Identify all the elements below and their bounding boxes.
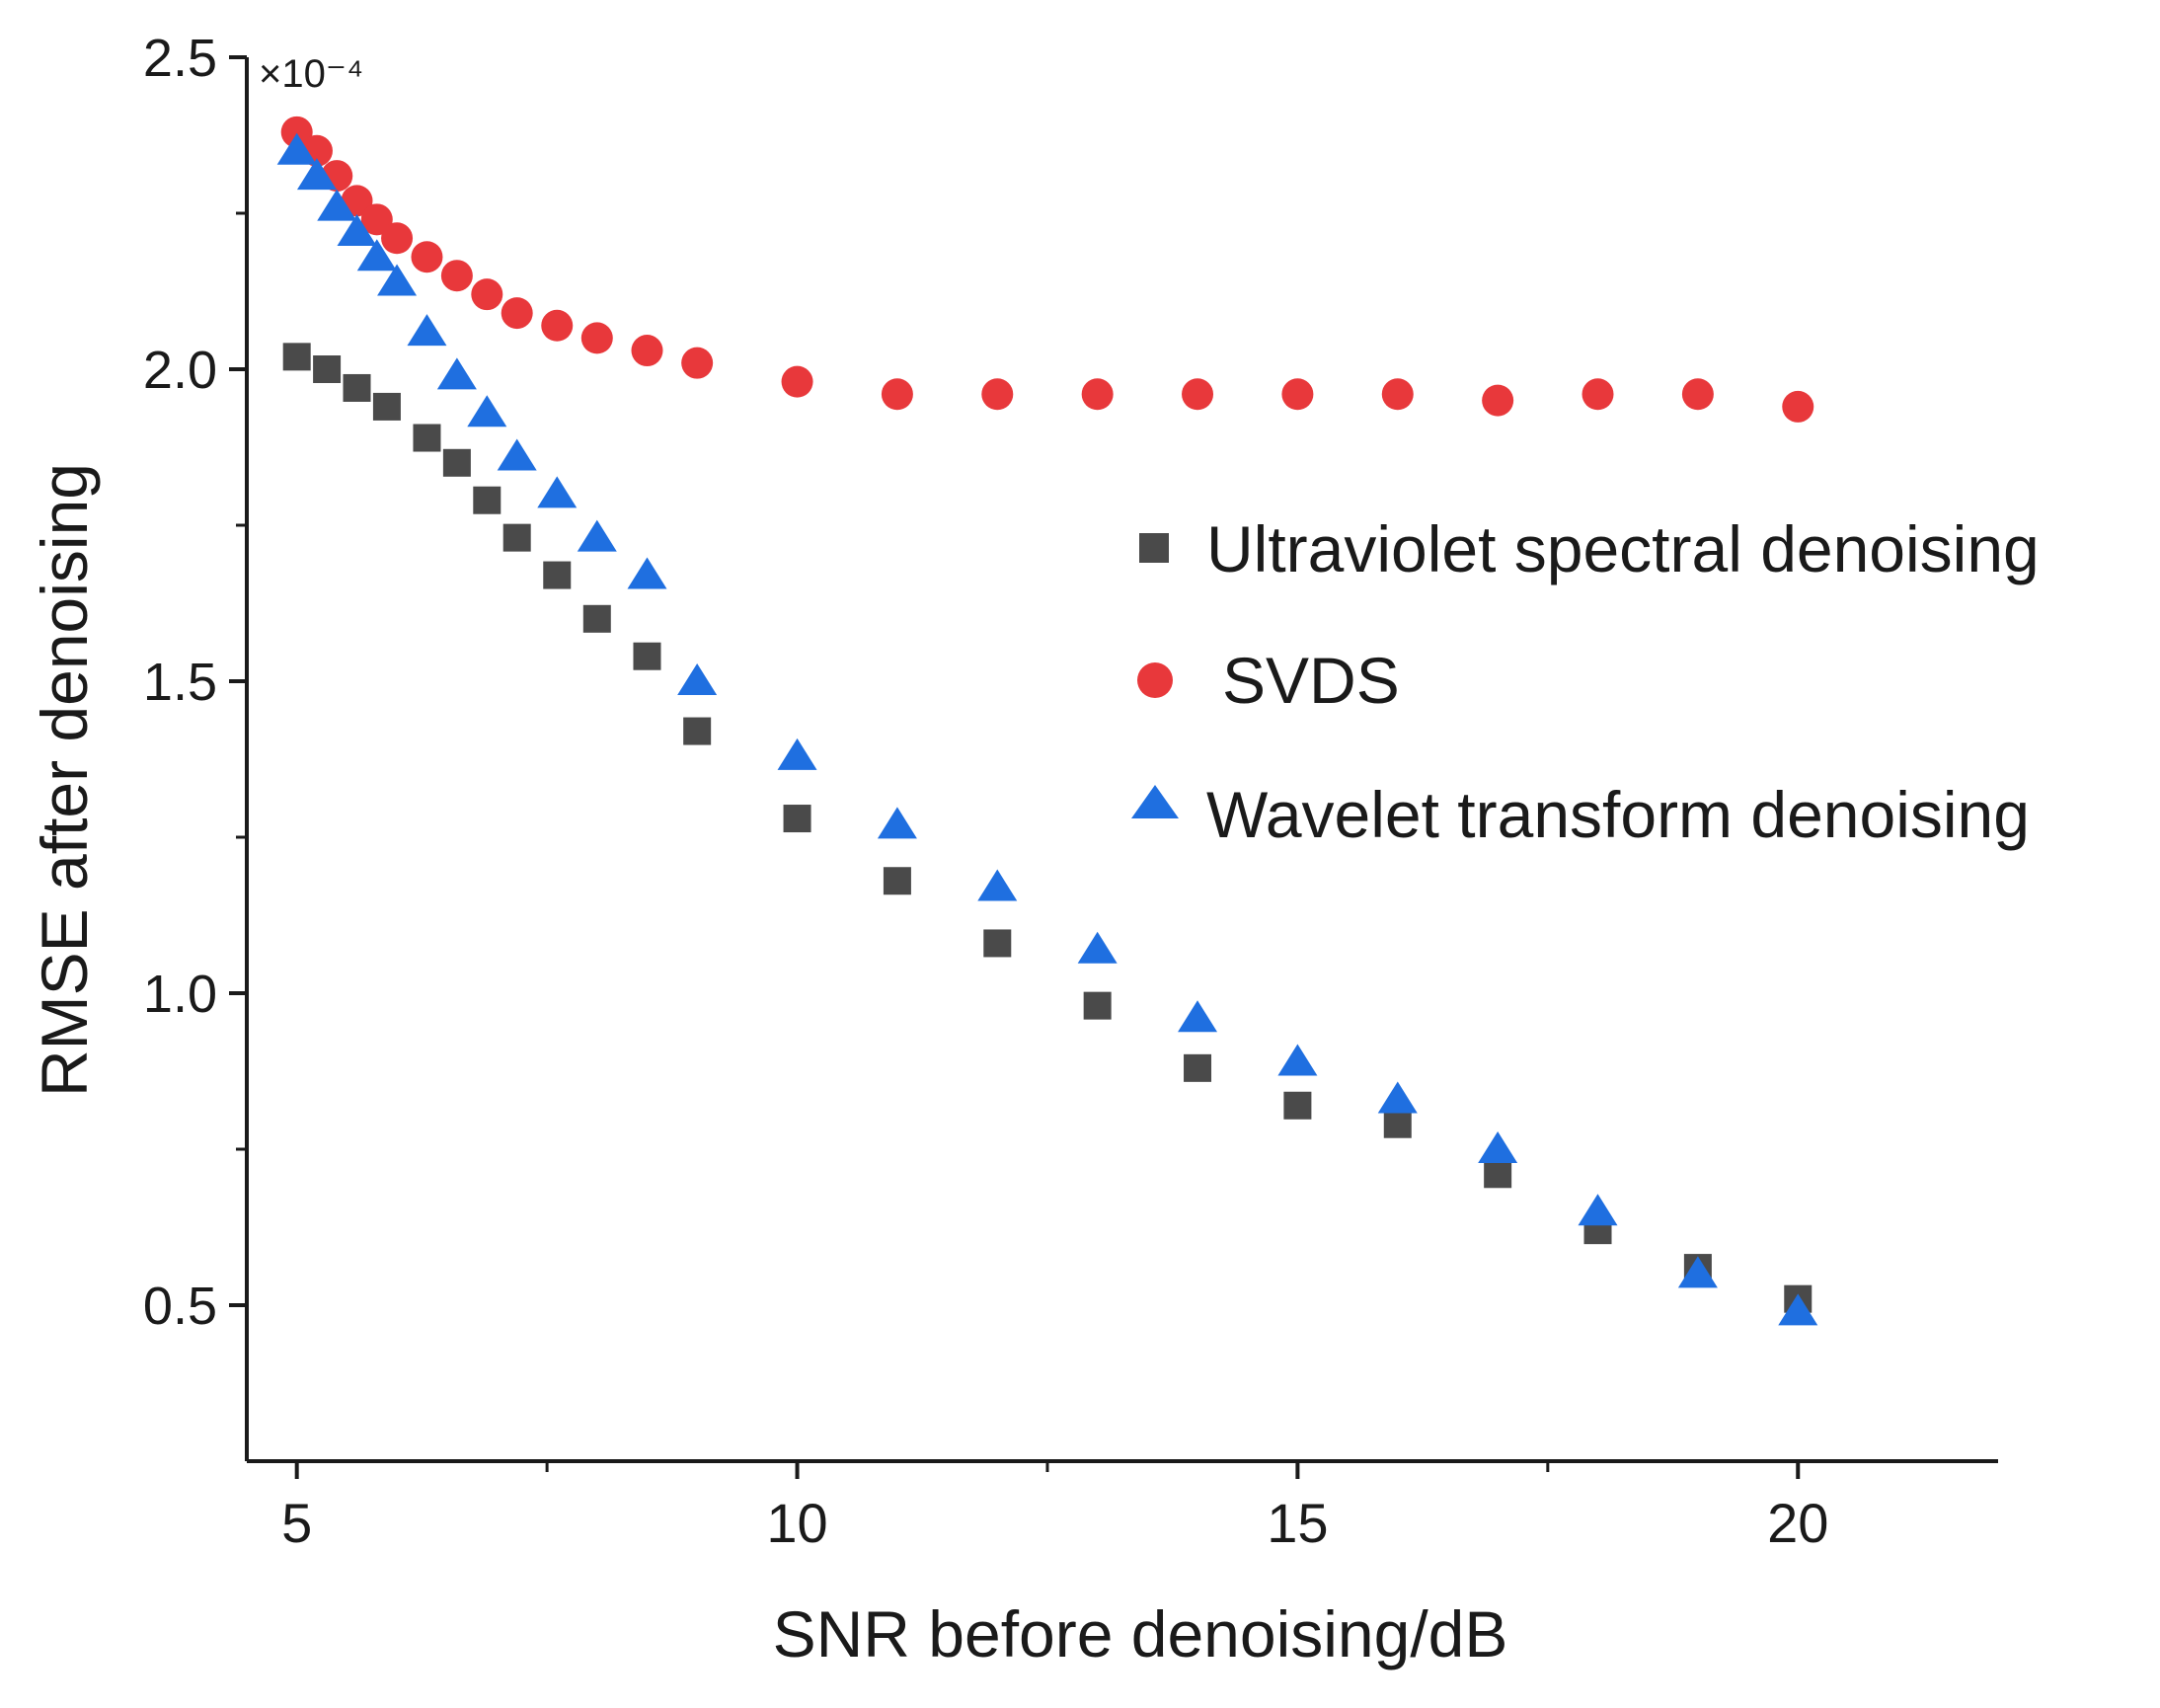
data-point-circle: [1081, 378, 1114, 411]
data-point-circle: [440, 260, 473, 292]
legend-label-wavelet: Wavelet transform denoising: [1206, 778, 2030, 851]
legend-item-wavelet: Wavelet transform denoising: [1131, 778, 2030, 851]
legend: Ultraviolet spectral denoising SVDS Wave…: [1131, 512, 2040, 851]
data-point-square: [282, 343, 311, 371]
x-ticks: 5 10 15 20: [281, 1461, 1828, 1554]
data-point-triangle: [977, 869, 1018, 901]
legend-marker-triangle: [1131, 785, 1179, 818]
data-point-square: [343, 373, 371, 402]
data-point-triangle: [467, 395, 507, 427]
legend-item-ultraviolet: Ultraviolet spectral denoising: [1139, 512, 2040, 585]
data-point-square: [502, 523, 531, 552]
data-point-triangle: [1778, 1293, 1818, 1326]
data-point-square: [1083, 991, 1112, 1020]
y-ticks: 0.5 1.0 1.5 2.0 2.5: [143, 29, 247, 1336]
y-tick-label: 2.0: [143, 341, 217, 400]
data-point-triangle: [276, 132, 317, 165]
data-point-triangle: [337, 213, 377, 246]
data-point-triangle: [627, 557, 667, 589]
data-point-circle: [631, 335, 663, 367]
data-point-triangle: [407, 314, 447, 347]
y-tick-label: 0.5: [143, 1277, 217, 1336]
x-tick-label: 10: [766, 1492, 827, 1554]
data-point-circle: [471, 278, 503, 311]
series-triangle: [276, 132, 1818, 1326]
legend-item-svds: SVDS: [1137, 644, 1400, 717]
data-point-triangle: [296, 158, 337, 191]
data-point-triangle: [877, 807, 917, 839]
data-point-square: [372, 392, 401, 421]
data-point-square: [783, 805, 811, 833]
data-point-triangle: [356, 239, 397, 272]
data-point-circle: [881, 378, 913, 411]
data-point-triangle: [777, 738, 817, 770]
data-point-circle: [280, 116, 313, 148]
data-point-circle: [681, 347, 714, 379]
series-circle: [280, 116, 1814, 423]
data-point-triangle: [1478, 1131, 1518, 1163]
data-point-square: [473, 486, 501, 514]
data-point-circle: [1281, 378, 1314, 411]
data-point-square: [883, 867, 911, 895]
legend-label-ultraviolet: Ultraviolet spectral denoising: [1206, 512, 2040, 585]
data-point-circle: [1681, 378, 1714, 411]
data-point-circle: [360, 203, 393, 236]
data-point-triangle: [537, 476, 578, 508]
x-tick-label: 20: [1767, 1492, 1828, 1554]
data-point-triangle: [1677, 1256, 1718, 1288]
data-point-triangle: [317, 189, 357, 221]
data-point-circle: [381, 222, 414, 255]
x-tick-label: 5: [281, 1492, 312, 1554]
data-point-circle: [541, 309, 574, 342]
data-point-square: [582, 604, 611, 633]
data-point-triangle: [1578, 1194, 1618, 1226]
data-point-circle: [1182, 378, 1214, 411]
y-tick-label: 1.0: [143, 965, 217, 1024]
data-point-triangle: [677, 663, 718, 695]
data-point-square: [442, 448, 471, 477]
data-point-triangle: [577, 519, 617, 552]
data-point-circle: [1581, 378, 1614, 411]
data-point-square: [1283, 1091, 1312, 1120]
data-point-triangle: [1377, 1081, 1418, 1114]
y-tick-label: 2.5: [143, 29, 217, 88]
data-point-triangle: [436, 357, 477, 390]
data-point-square: [1383, 1110, 1412, 1138]
data-point-square: [683, 717, 712, 745]
y-tick-label: 1.5: [143, 653, 217, 712]
data-point-square: [543, 561, 572, 589]
data-point-square: [1484, 1160, 1512, 1189]
series-square: [282, 343, 1813, 1313]
legend-marker-square: [1139, 533, 1169, 563]
data-point-circle: [981, 378, 1014, 411]
axes: [245, 57, 1998, 1463]
data-point-square: [313, 355, 342, 383]
data-point-square: [983, 929, 1012, 958]
data-point-triangle: [377, 264, 418, 296]
data-point-square: [1184, 1053, 1212, 1082]
data-point-triangle: [1178, 1000, 1218, 1033]
data-point-triangle: [1077, 931, 1118, 964]
data-point-circle: [501, 297, 533, 330]
data-point-triangle: [1277, 1044, 1318, 1076]
legend-marker-circle: [1137, 662, 1173, 698]
y-axis-multiplier: ×10⁻⁴: [259, 52, 363, 96]
plot-points: [276, 116, 1818, 1326]
data-point-square: [413, 424, 441, 452]
y-axis-label: RMSE after denoising: [28, 463, 101, 1097]
data-point-circle: [1782, 390, 1814, 423]
data-point-square: [633, 642, 661, 670]
x-axis-label: SNR before denoising/dB: [773, 1597, 1508, 1670]
data-point-circle: [781, 365, 813, 398]
data-point-triangle: [497, 438, 537, 471]
x-tick-label: 15: [1267, 1492, 1328, 1554]
legend-label-svds: SVDS: [1222, 644, 1400, 717]
data-point-circle: [1381, 378, 1414, 411]
data-point-circle: [1482, 384, 1514, 417]
data-point-circle: [580, 322, 613, 354]
data-point-circle: [411, 241, 443, 273]
